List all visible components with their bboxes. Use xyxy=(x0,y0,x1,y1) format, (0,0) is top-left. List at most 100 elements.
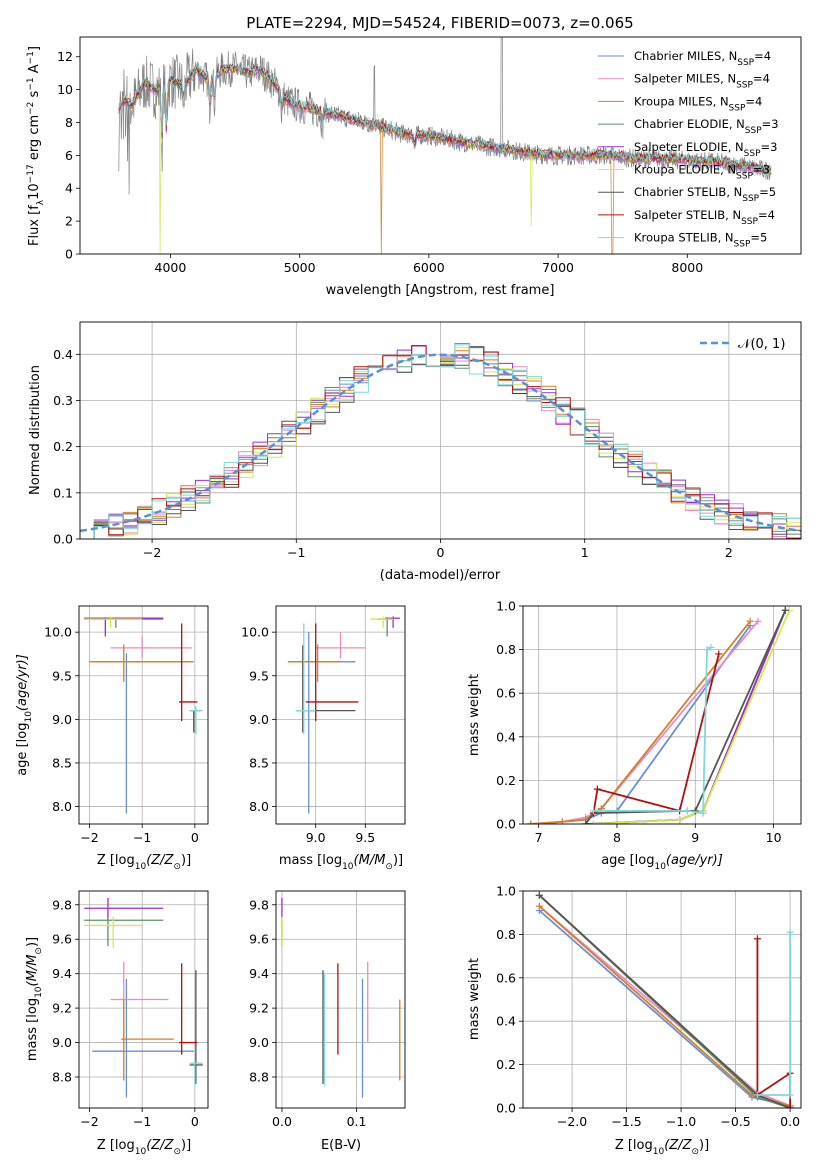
x-tick-label: 9.5 xyxy=(355,830,375,845)
x-tick-label: 0 xyxy=(437,545,445,560)
weight-series xyxy=(535,902,794,1108)
weight-line xyxy=(538,894,791,1108)
x-axis-label: (data-model)/error xyxy=(380,568,501,583)
weight-line xyxy=(593,646,712,815)
error-bar xyxy=(84,918,164,947)
y-tick-label: 9.6 xyxy=(249,932,269,947)
y-tick-label: 9.5 xyxy=(52,668,72,683)
weight-marker xyxy=(699,809,707,817)
x-axis-label: E(B-V) xyxy=(321,1138,361,1153)
x-tick-label: −2 xyxy=(143,545,161,560)
x-tick-label: 0.1 xyxy=(347,1114,367,1129)
x-axis-label: Z [log10(Z/Z⊙)] xyxy=(615,1138,709,1157)
weight-marker xyxy=(746,617,754,625)
plot-area xyxy=(80,343,801,539)
x-tick-label: 1 xyxy=(581,545,589,560)
y-tick-label: 9.0 xyxy=(249,712,269,727)
y-tick-label: 0.6 xyxy=(496,970,516,985)
weight-line xyxy=(538,894,791,1108)
y-tick-label: 0.6 xyxy=(496,686,516,701)
y-tick-label: 9.2 xyxy=(249,1001,269,1016)
error-bar xyxy=(385,616,401,628)
x-tick-label: −1.0 xyxy=(666,1114,696,1129)
y-tick-label: 0.3 xyxy=(53,393,73,408)
y-tick-label: 0.2 xyxy=(53,439,73,454)
plot-area xyxy=(527,606,793,824)
error-bar xyxy=(295,623,316,735)
weight-marker xyxy=(753,935,761,943)
x-tick-label: −1 xyxy=(287,545,305,560)
chart-title: PLATE=2294, MJD=54524, FIBERID=0073, z=0… xyxy=(246,14,633,32)
y-tick-label: 9.5 xyxy=(249,668,269,683)
y-tick-label: 9.6 xyxy=(52,932,72,947)
y-tick-label: 2 xyxy=(65,214,73,229)
axes-frame xyxy=(79,321,802,540)
y-axis-label: mass [log10(M/M⊙)] xyxy=(25,937,44,1061)
weight-series xyxy=(589,643,715,817)
legend-label: Kroupa MILES, NSSP=4 xyxy=(634,94,762,113)
weight-line xyxy=(530,620,759,824)
x-tick-label: 6000 xyxy=(413,260,445,275)
weight-line xyxy=(538,894,791,1108)
legend-label: Chabrier MILES, NSSP=4 xyxy=(634,49,771,68)
error-bar xyxy=(370,616,394,628)
x-tick-label: −2.0 xyxy=(557,1114,587,1129)
y-tick-label: 0.0 xyxy=(496,1101,516,1116)
error-bar xyxy=(305,623,359,722)
x-tick-label: 4000 xyxy=(155,260,187,275)
y-tick-label: 8.0 xyxy=(249,799,269,814)
weight-marker xyxy=(535,891,543,899)
weight-marker xyxy=(589,820,597,824)
y-tick-label: 0.0 xyxy=(496,817,516,832)
panel-massweight_vs_Z: −2.0 −1.5 −1.0 −0.5 0.0 0.0 0.2 0.4 0.6 0.8 1.0 xyxy=(496,884,802,1129)
y-axis-label: mass weight xyxy=(467,674,482,756)
y-tick-label: 1.0 xyxy=(496,884,516,899)
legend-label: Chabrier ELODIE, NSSP=3 xyxy=(634,117,779,136)
x-tick-label: 9 xyxy=(691,830,699,845)
weight-marker xyxy=(593,785,601,793)
x-tick-label: 2 xyxy=(725,545,733,560)
error-bar xyxy=(92,653,194,814)
y-axis-label: Flux [fλ10−17 erg cm−2 s−1 A−1] xyxy=(26,46,46,246)
x-tick-label: 7 xyxy=(535,830,543,845)
y-tick-label: 0.4 xyxy=(496,729,516,744)
panel-massweight_vs_age: 7 8 9 10 0.0 0.2 0.4 0.6 0.8 1.0 xyxy=(496,599,802,845)
panel-spectrum: 4000 5000 6000 7000 8000 0 2 4 6 8 10 12 Chabrier MI… xyxy=(57,36,802,275)
weight-marker xyxy=(786,928,794,936)
weight-line xyxy=(593,610,791,824)
legend-label: 𝒩(0, 1) xyxy=(738,337,785,352)
plot-area xyxy=(84,897,203,1098)
x-tick-label: −0.5 xyxy=(720,1114,750,1129)
error-bar xyxy=(287,632,356,814)
weight-marker xyxy=(582,820,590,824)
error-bar xyxy=(110,636,193,659)
plot-area xyxy=(84,616,203,814)
error-bar xyxy=(84,617,164,637)
weight-marker xyxy=(589,807,597,815)
error-bar xyxy=(84,616,143,628)
error-bar xyxy=(89,644,193,682)
legend-label: Salpeter ELODIE, NSSP=3 xyxy=(634,140,777,159)
x-tick-label: −1 xyxy=(133,830,151,845)
x-tick-label: −1.5 xyxy=(611,1114,641,1129)
error-bar xyxy=(189,706,203,735)
y-tick-label: 9.0 xyxy=(249,1035,269,1050)
error-bar xyxy=(84,916,143,948)
plot-area xyxy=(118,37,772,254)
y-tick-label: 0.8 xyxy=(496,927,516,942)
y-tick-label: 0.1 xyxy=(53,485,73,500)
y-tick-label: 1.0 xyxy=(496,599,516,614)
weight-marker xyxy=(535,902,543,910)
y-tick-label: 9.0 xyxy=(52,1035,72,1050)
y-tick-label: 8.8 xyxy=(52,1070,72,1085)
weight-line xyxy=(538,905,791,1107)
y-tick-label: 10 xyxy=(57,82,73,97)
error-bar xyxy=(315,632,366,659)
x-tick-label: 7000 xyxy=(542,260,574,275)
axes-frame xyxy=(275,605,406,825)
y-tick-label: 4 xyxy=(65,181,73,196)
weight-series xyxy=(753,928,794,1099)
y-axis-label: age [log10(age/yr)] xyxy=(15,654,34,776)
error-bar xyxy=(189,1059,203,1086)
